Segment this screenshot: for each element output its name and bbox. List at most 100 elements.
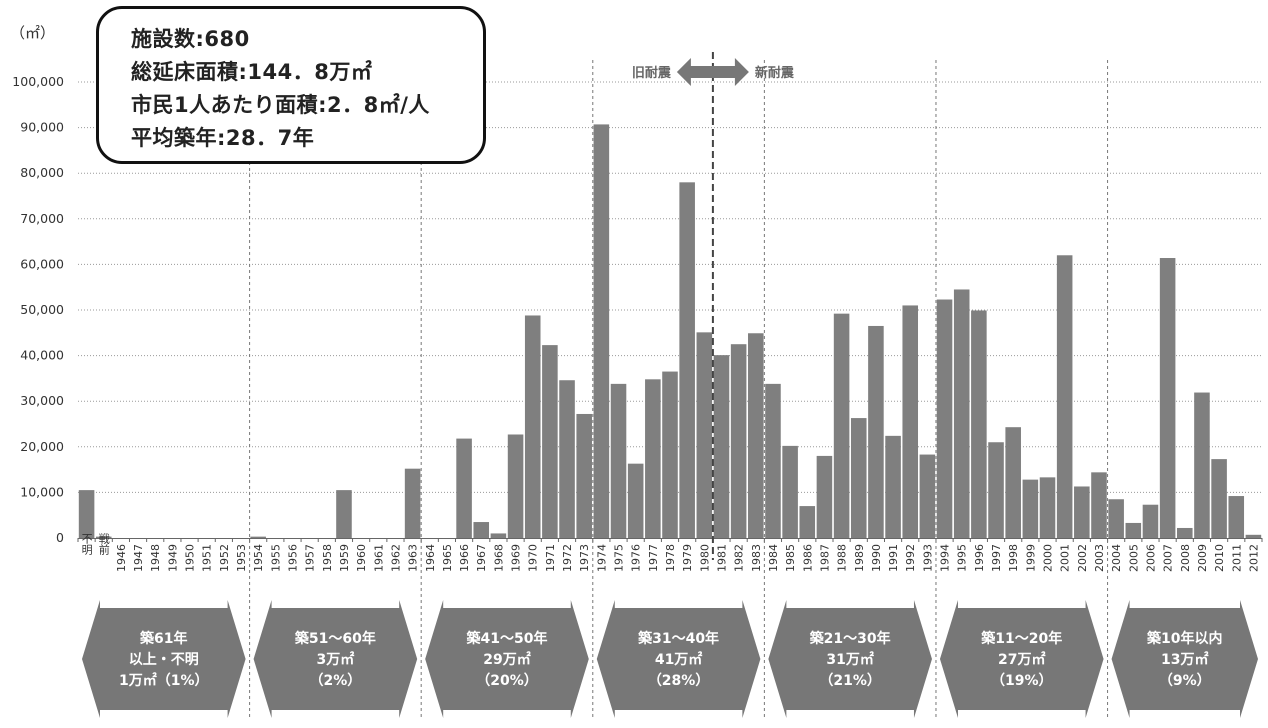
- period-label: （2%）: [310, 673, 362, 689]
- x-tick-label: 2007: [1162, 544, 1175, 572]
- bar: [490, 533, 507, 538]
- x-tick-label: 1980: [698, 544, 711, 572]
- bar: [885, 435, 901, 538]
- y-tick-label: 20,000: [20, 439, 64, 454]
- summary-average-age: 平均築年:28．7年: [131, 126, 315, 150]
- bar: [1108, 499, 1124, 538]
- x-tick-label: 1960: [355, 544, 368, 572]
- y-tick-label: 70,000: [20, 211, 64, 226]
- bar: [816, 455, 833, 538]
- y-tick-label: 0: [56, 530, 64, 545]
- x-tick-label: 1985: [784, 544, 797, 572]
- bar: [627, 463, 644, 538]
- x-tick-label: 1968: [492, 544, 505, 572]
- bar: [250, 536, 266, 538]
- y-tick-label: 60,000: [20, 256, 64, 271]
- x-tick-label: 1979: [681, 544, 694, 572]
- x-tick-label: 1947: [132, 544, 145, 572]
- bar: [730, 344, 747, 538]
- period-arrow-banner: [768, 600, 932, 718]
- bar: [576, 413, 592, 538]
- x-tick-label: 1951: [201, 544, 214, 572]
- period-label: （21%）: [819, 673, 881, 689]
- x-tick-label: 1977: [647, 544, 660, 572]
- bar: [1056, 255, 1073, 538]
- summary-area-per-citizen: 市民1人あたり面積:2．8㎡/人: [131, 93, 430, 117]
- period-arrow-banner: [596, 600, 761, 718]
- y-tick-label: 10,000: [20, 484, 64, 499]
- x-tick-label: 1973: [578, 544, 591, 572]
- y-axis-unit-label: （㎡）: [10, 24, 56, 42]
- x-tick-label: 1962: [389, 544, 402, 572]
- bar: [1177, 527, 1193, 538]
- x-tick-label: 1949: [166, 544, 179, 572]
- bar: [1022, 479, 1039, 538]
- x-tick-label: 1999: [1024, 544, 1037, 572]
- bar: [336, 490, 352, 538]
- bar: [1228, 496, 1245, 538]
- bar: [524, 315, 541, 538]
- x-tick-label: 1948: [149, 544, 162, 572]
- x-tick-label: 1983: [750, 544, 763, 572]
- x-tick-label: 1959: [338, 544, 351, 572]
- x-tick-label: 1957: [304, 544, 317, 572]
- bar: [953, 289, 970, 538]
- period-label: （20%）: [476, 673, 538, 689]
- bar: [1245, 534, 1262, 538]
- x-tick-label: 1969: [510, 544, 523, 572]
- x-tick-label: 1972: [561, 544, 574, 572]
- x-tick-label: 1966: [458, 544, 471, 572]
- x-tick-label: 1981: [715, 544, 728, 572]
- period-arrow-banner: [82, 600, 246, 718]
- period-label: 31万㎡: [826, 651, 873, 668]
- x-tick-label: 戦前: [97, 533, 110, 556]
- period-label: 築10年以内: [1146, 630, 1222, 647]
- x-tick-label: 1998: [1007, 544, 1020, 572]
- x-tick-label: 2011: [1230, 544, 1243, 572]
- bar: [593, 124, 610, 539]
- period-label: 以上・不明: [129, 652, 199, 668]
- bar: [95, 536, 112, 538]
- x-tick-label: 1982: [733, 544, 746, 572]
- x-tick-label: 1958: [321, 544, 334, 572]
- period-label: 1万㎡（1%）: [119, 672, 209, 689]
- x-tick-label: 1967: [475, 544, 488, 572]
- period-label: 築61年: [139, 630, 187, 647]
- x-tick-label: 1984: [767, 544, 780, 572]
- bar: [868, 325, 884, 538]
- y-tick-label: 30,000: [20, 393, 64, 408]
- x-tick-label: 1993: [921, 544, 934, 572]
- period-arrow-banner: [1111, 600, 1258, 718]
- x-tick-label: 1950: [184, 544, 197, 572]
- bar: [1005, 427, 1021, 538]
- x-tick-label: 1955: [269, 544, 282, 572]
- y-tick-label: 80,000: [20, 165, 64, 180]
- bar: [988, 442, 1004, 538]
- new-quake-standard-label: 新耐震: [755, 65, 795, 81]
- x-tick-label: 1970: [527, 544, 540, 572]
- bar: [1091, 472, 1107, 538]
- x-tick-label: 1978: [664, 544, 677, 572]
- x-tick-label: 1956: [286, 544, 299, 572]
- bar: [833, 313, 850, 538]
- period-arrow-banner: [425, 600, 589, 718]
- x-tick-label: 1991: [887, 544, 900, 572]
- x-tick-label: 2005: [1127, 544, 1140, 572]
- bar: [1074, 486, 1090, 538]
- x-tick-label: 1946: [115, 544, 128, 572]
- old-quake-standard-label: 旧耐震: [632, 65, 672, 81]
- bar: [936, 299, 953, 538]
- bar: [971, 310, 987, 538]
- period-label: 29万㎡: [483, 651, 530, 668]
- period-label: 築51〜60年: [294, 630, 376, 647]
- x-tick-label: 1965: [441, 544, 454, 572]
- x-tick-label: 1953: [235, 544, 248, 572]
- bar: [1211, 459, 1227, 538]
- period-label: 築41〜50年: [466, 630, 548, 647]
- bar: [713, 355, 730, 538]
- bar: [919, 454, 936, 538]
- bar: [610, 383, 627, 538]
- double-arrow-icon: [676, 58, 749, 86]
- x-tick-label: 1971: [544, 544, 557, 572]
- bar: [559, 380, 575, 538]
